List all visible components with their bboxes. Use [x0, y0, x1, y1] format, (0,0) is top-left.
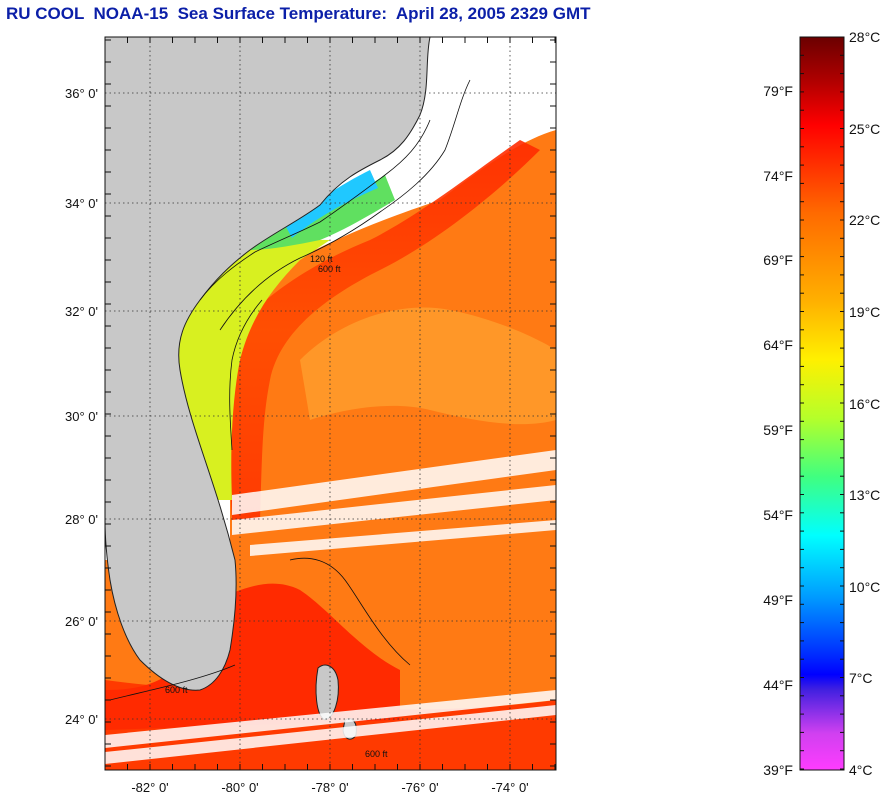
map-ticks: [104, 37, 556, 770]
colorbar-celsius-label: 25°C: [849, 121, 880, 137]
map-grid: [105, 37, 556, 770]
contour-label: 120 ft: [310, 254, 333, 264]
colorbar-fahrenheit-label: 74°F: [763, 168, 793, 184]
colorbar-celsius-label: 4°C: [849, 762, 873, 778]
colorbar-fahrenheit-label: 69°F: [763, 252, 793, 268]
map-area: 120 ft 600 ft 600 ft 600 ft: [105, 37, 556, 770]
colorbar-celsius-label: 7°C: [849, 670, 873, 686]
lon-label: -82° 0': [131, 780, 168, 795]
shelf-water-yellow: [170, 239, 330, 500]
colorbar-fahrenheit-label: 44°F: [763, 677, 793, 693]
gulf-stream-core: [229, 140, 541, 520]
contour-label: 600 ft: [318, 264, 341, 274]
map-title: RU COOL NOAA-15 Sea Surface Temperature:…: [6, 4, 591, 23]
colorbar-celsius-label: 19°C: [849, 304, 880, 320]
contour-label: 600 ft: [165, 685, 188, 695]
lat-label: 32° 0': [65, 304, 98, 319]
bahamas-island: [315, 664, 339, 721]
lat-label: 30° 0': [65, 409, 98, 424]
lon-label: -76° 0': [401, 780, 438, 795]
contour-label: 600 ft: [365, 749, 388, 759]
lon-label: -78° 0': [311, 780, 348, 795]
colorbar-celsius-label: 10°C: [849, 579, 880, 595]
lat-label: 36° 0': [65, 86, 98, 101]
warm-eddy: [300, 307, 556, 425]
lon-label: -74° 0': [491, 780, 528, 795]
colorbar-ticks: [800, 36, 844, 770]
land-mass: [105, 37, 431, 691]
colorbar-celsius-label: 22°C: [849, 212, 880, 228]
colorbar: [799, 36, 845, 771]
colorbar-fahrenheit-label: 54°F: [763, 507, 793, 523]
colorbar-fahrenheit-label: 39°F: [763, 762, 793, 778]
lat-label: 24° 0': [65, 712, 98, 727]
isobath-contours: [109, 79, 471, 701]
lat-label: 28° 0': [65, 512, 98, 527]
colorbar-fahrenheit-label: 79°F: [763, 83, 793, 99]
lon-label: -80° 0': [221, 780, 258, 795]
lat-label: 34° 0': [65, 196, 98, 211]
colorbar-fahrenheit-label: 64°F: [763, 337, 793, 353]
nearshore-water-cyan: [285, 170, 378, 238]
colorbar-celsius-label: 13°C: [849, 487, 880, 503]
colorbar-celsius-label: 16°C: [849, 396, 880, 412]
colorbar-celsius-label: 28°C: [849, 29, 880, 45]
colorbar-fahrenheit-label: 49°F: [763, 592, 793, 608]
lat-label: 26° 0': [65, 614, 98, 629]
colorbar-fahrenheit-label: 59°F: [763, 422, 793, 438]
